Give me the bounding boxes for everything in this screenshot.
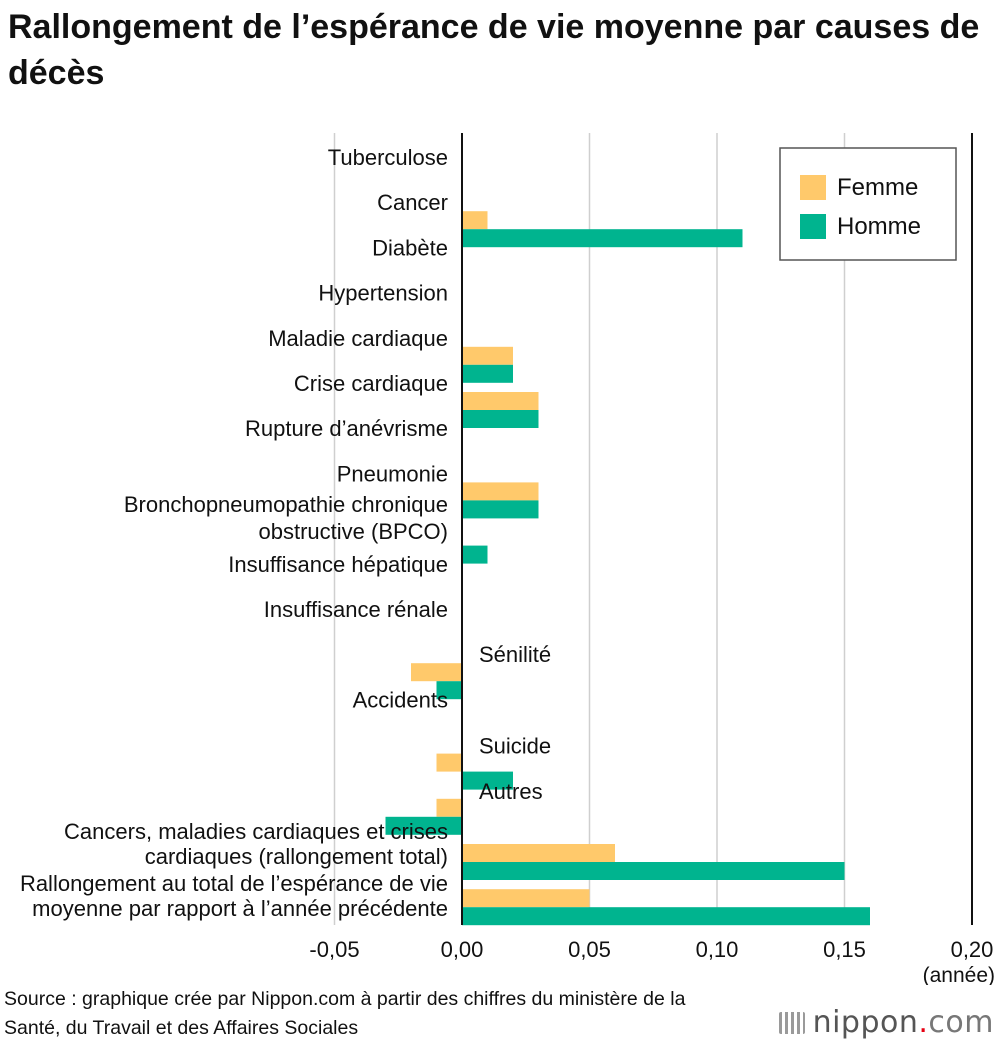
- category-label: Insuffisance hépatique: [228, 552, 448, 577]
- bar-homme: [385, 816, 462, 835]
- bar-homme: [462, 500, 539, 519]
- legend-swatch-femme: [800, 175, 826, 200]
- x-tick-label: 0,15: [823, 937, 866, 962]
- bar-femme: [462, 844, 615, 862]
- x-tick-label: 0,20: [951, 937, 994, 962]
- bars: [385, 211, 870, 926]
- bar-femme: [462, 482, 539, 501]
- legend-swatch-homme: [800, 214, 826, 239]
- x-unit-label: (année): [923, 964, 995, 985]
- x-tick-label: 0,00: [441, 937, 484, 962]
- chart-title: Rallongement de l’espérance de vie moyen…: [8, 8, 980, 92]
- x-tick-label: 0,10: [696, 937, 739, 962]
- category-label: Pneumonie: [337, 461, 448, 486]
- bar-femme: [436, 798, 462, 817]
- legend: Femme Homme: [779, 147, 957, 261]
- category-label: Rupture d’anévrisme: [245, 416, 448, 441]
- bar-femme: [462, 889, 590, 908]
- x-tick-label: -0,05: [309, 937, 359, 962]
- category-label: Cancers, maladies cardiaques et crises ca…: [64, 819, 448, 869]
- category-label: Tuberculose: [328, 145, 448, 170]
- bar-homme: [462, 410, 539, 428]
- legend-label-femme: Femme: [837, 174, 918, 201]
- nippon-logo-text: nippon.com: [812, 1005, 994, 1040]
- legend-label-homme: Homme: [837, 213, 921, 240]
- category-label: Hypertension: [318, 281, 448, 306]
- source-note: Source : graphique crée par Nippon.com à…: [4, 988, 686, 1039]
- legend-box: [779, 147, 957, 261]
- bar-homme: [462, 862, 845, 880]
- bar-chart: Tuberculose Cancer Diabète Hypertension Mala…: [20, 133, 995, 985]
- bar-homme: [462, 771, 513, 790]
- category-label: Insuffisance rénale: [264, 597, 448, 622]
- category-label: Bronchopneumopathie chronique obstructive…: [124, 492, 448, 544]
- category-label: Accidents: [353, 687, 448, 712]
- category-label: Maladie cardiaque: [268, 326, 448, 351]
- category-label: Suicide: [479, 734, 551, 759]
- bar-homme: [462, 229, 743, 248]
- grid-lines: [333, 133, 973, 925]
- category-label: Diabète: [372, 235, 448, 260]
- bar-femme: [462, 346, 513, 365]
- bar-homme: [462, 907, 870, 926]
- bar-femme: [462, 392, 539, 410]
- nippon-logo: nippon.com: [778, 1005, 994, 1040]
- tick-labels: -0,05 0,00 0,05 0,10 0,15 0,20(année): [309, 937, 995, 985]
- bar-femme: [462, 211, 488, 230]
- bar-homme: [436, 681, 462, 700]
- bar-homme: [462, 364, 513, 383]
- category-labels: Tuberculose Cancer Diabète Hypertension Mala…: [20, 145, 551, 921]
- category-label: Autres: [479, 779, 543, 804]
- bar-homme: [462, 545, 488, 564]
- bar-femme: [436, 753, 462, 772]
- category-label: Rallongement au total de l’espérance de …: [20, 871, 448, 921]
- category-label: Cancer: [377, 190, 448, 215]
- category-label: Sénilité: [479, 642, 551, 667]
- category-label: Crise cardiaque: [294, 371, 448, 396]
- bar-femme: [411, 663, 462, 682]
- nippon-logo-icon: [778, 1011, 805, 1034]
- x-tick-label: 0,05: [568, 937, 611, 962]
